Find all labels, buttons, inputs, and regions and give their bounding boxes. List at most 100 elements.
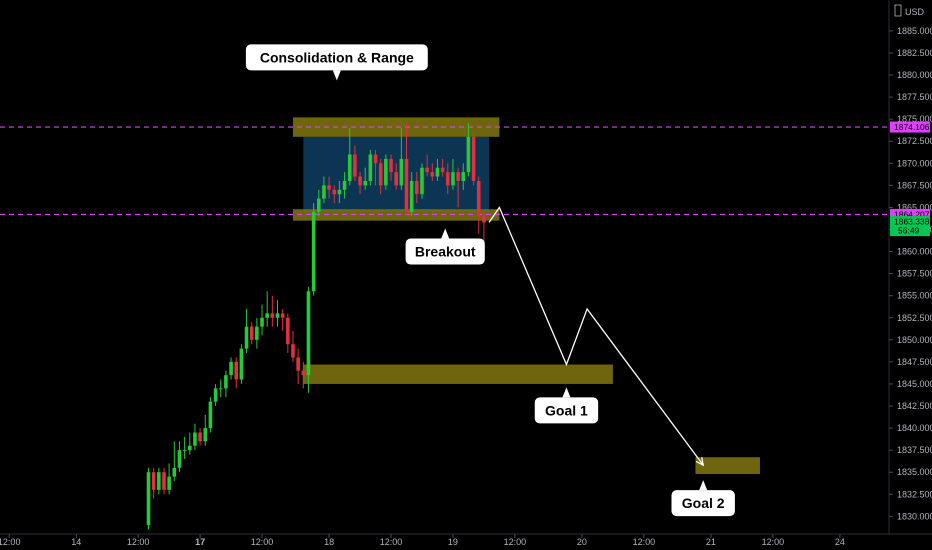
goal-2-callout[interactable]: Goal 2	[671, 480, 735, 517]
goal-2-zone[interactable]	[695, 457, 760, 474]
candle	[213, 383, 218, 407]
price-tag-bg	[890, 216, 930, 237]
candle	[255, 317, 259, 349]
y-tick-label: 1845.000	[897, 379, 932, 389]
candle-body	[229, 361, 233, 376]
candle	[378, 158, 383, 195]
callout-label: Goal 2	[682, 495, 725, 511]
x-tick-label: 19	[448, 537, 458, 547]
candle-body	[471, 136, 476, 181]
candle-body	[270, 313, 275, 318]
y-tick-label: 1835.000	[897, 467, 932, 477]
candle	[229, 357, 233, 380]
projection-path[interactable]	[488, 206, 704, 466]
candle	[208, 397, 213, 433]
x-tick-label: 12:00	[0, 537, 20, 547]
candle-body	[167, 476, 171, 490]
candle	[332, 185, 337, 204]
y-tick-label: 1837.500	[897, 445, 932, 455]
y-tick-label: 1832.500	[897, 489, 932, 499]
goal-1-callout[interactable]: Goal 1	[534, 387, 599, 424]
y-tick-label: 1872.500	[897, 136, 932, 146]
candle	[239, 344, 244, 384]
candle-body	[146, 472, 151, 526]
candle	[182, 436, 187, 459]
candle-body	[157, 472, 161, 490]
candle-body	[244, 326, 249, 349]
candle-body	[260, 317, 264, 327]
callout-pointer	[332, 70, 341, 81]
y-tick-label: 1882.500	[897, 48, 932, 58]
candle	[466, 123, 471, 177]
y-tick-label: 1875.000	[897, 114, 932, 124]
y-tick-label: 1830.000	[897, 511, 932, 521]
candle-body	[275, 313, 280, 318]
candle	[306, 286, 311, 393]
price-tag-label: 1864.207	[894, 209, 930, 219]
y-tick-label: 1877.500	[897, 92, 932, 102]
x-tick-label: 12:00	[633, 537, 656, 547]
y-tick-label: 1870.000	[897, 158, 932, 168]
callouts-layer: Consolidation & Range Breakout Goal 1 Goal …	[245, 44, 735, 517]
candle	[162, 467, 166, 495]
candle	[167, 463, 171, 495]
candle-body	[198, 432, 202, 442]
candle	[198, 428, 202, 446]
candle	[476, 176, 481, 234]
candle	[265, 291, 269, 327]
candle-body	[347, 154, 352, 181]
breakout-callout[interactable]: Breakout	[405, 228, 485, 265]
y-tick-label: 1865.000	[897, 202, 932, 212]
price-tag: 1864.207	[890, 208, 930, 220]
goal-1-zone[interactable]	[303, 364, 613, 384]
candle	[244, 308, 249, 354]
candle-body	[415, 180, 419, 195]
candle-body	[440, 167, 445, 173]
candle-body	[218, 388, 223, 390]
y-tick-label: 1880.000	[897, 70, 932, 80]
currency-settings-icon[interactable]	[894, 4, 902, 17]
candle-body	[378, 163, 383, 186]
candle-body	[187, 445, 192, 451]
candle-body	[151, 472, 156, 490]
x-tick-label: 18	[324, 537, 334, 547]
candle	[270, 295, 275, 327]
candle-body	[394, 172, 398, 186]
y-axis[interactable]: USD 1830.000 1832.500 1835.000 1837.500 1840…	[888, 0, 932, 534]
candle	[203, 414, 208, 446]
candle-body	[399, 158, 404, 186]
candle-body	[316, 198, 321, 212]
candle	[363, 167, 368, 190]
price-tag: 1874.106	[890, 121, 930, 133]
candle	[451, 158, 455, 190]
candle	[353, 145, 357, 181]
candle-body	[358, 176, 362, 186]
candle	[409, 172, 414, 217]
callout-box	[405, 238, 485, 265]
x-tick-label: 24	[835, 537, 845, 547]
currency-label: USD	[905, 7, 925, 17]
y-tick-label: 1867.500	[897, 180, 932, 190]
y-tick-label: 1847.500	[897, 357, 932, 367]
candle-body	[353, 154, 357, 177]
candle-body	[193, 432, 197, 446]
y-tick-label: 1850.000	[897, 335, 932, 345]
callout-box	[671, 490, 735, 517]
candle	[187, 432, 192, 455]
x-tick-label: 12:00	[380, 537, 403, 547]
candle-body	[182, 450, 187, 452]
candle-body	[445, 172, 450, 186]
candle	[322, 176, 326, 204]
candle	[172, 441, 177, 482]
candle	[177, 441, 182, 473]
candle	[415, 172, 419, 204]
consolidation-callout[interactable]: Consolidation & Range	[245, 44, 428, 81]
candle-body	[322, 185, 326, 199]
candle-body	[301, 370, 306, 376]
price-tag-bg	[890, 208, 930, 220]
x-tick-label: 20	[577, 537, 587, 547]
candle-body	[461, 172, 466, 181]
x-axis[interactable]: 12:00 14 12:00 17 12:00 18 12:00 19 12:00 20 12:00…	[0, 533, 932, 547]
candle-body	[172, 467, 177, 477]
